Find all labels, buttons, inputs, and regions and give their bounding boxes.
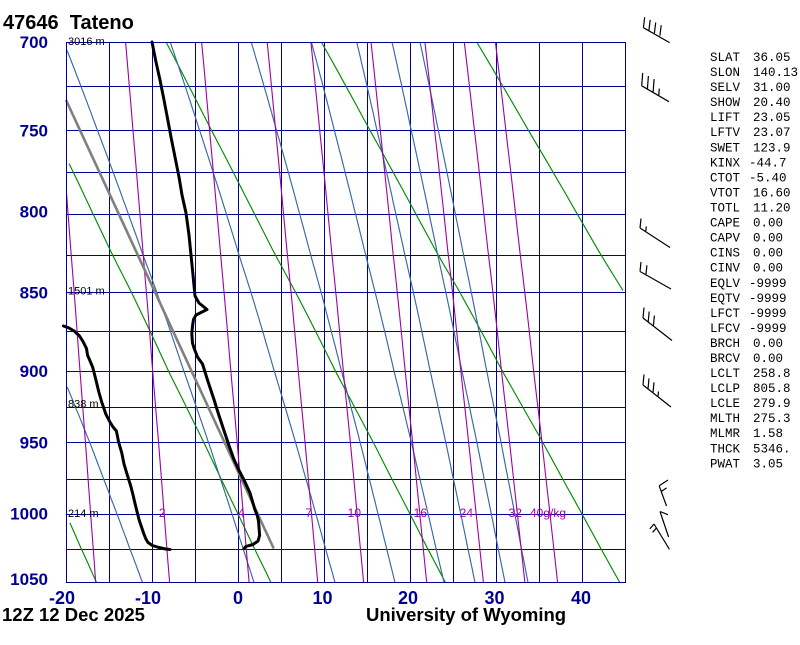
svg-text:SLAT: SLAT xyxy=(710,51,741,65)
svg-text:1000: 1000 xyxy=(10,505,48,524)
svg-text:750: 750 xyxy=(20,122,48,141)
svg-text:12Z 12 Dec 2025: 12Z 12 Dec 2025 xyxy=(2,604,145,625)
svg-text:BRCV: BRCV xyxy=(710,352,741,366)
svg-text:279.9: 279.9 xyxy=(753,397,791,411)
svg-text:123.9: 123.9 xyxy=(753,141,791,155)
svg-text:850: 850 xyxy=(20,284,48,303)
svg-text:LCLE: LCLE xyxy=(710,397,740,411)
svg-text:VTOT: VTOT xyxy=(710,187,741,201)
svg-text:23.07: 23.07 xyxy=(753,126,791,140)
svg-text:1.58: 1.58 xyxy=(753,427,783,441)
svg-text:0.00: 0.00 xyxy=(753,217,783,231)
svg-text:47646 Tateno: 47646 Tateno xyxy=(3,12,134,34)
svg-text:30: 30 xyxy=(484,588,504,608)
svg-text:MLMR: MLMR xyxy=(710,427,741,441)
svg-text:0.00: 0.00 xyxy=(753,262,783,276)
svg-text:23.05: 23.05 xyxy=(753,111,791,125)
svg-text:KINX: KINX xyxy=(710,156,741,170)
svg-text:SHOW: SHOW xyxy=(710,96,741,110)
svg-text:University of Wyoming: University of Wyoming xyxy=(366,604,566,625)
svg-text:-44.7: -44.7 xyxy=(749,156,787,170)
svg-text:20.40: 20.40 xyxy=(753,96,791,110)
svg-text:40: 40 xyxy=(571,588,591,608)
svg-text:20: 20 xyxy=(398,588,418,608)
svg-text:LIFT: LIFT xyxy=(710,111,741,125)
svg-text:THCK: THCK xyxy=(710,442,741,456)
svg-text:LFTV: LFTV xyxy=(710,126,741,140)
svg-text:10: 10 xyxy=(312,588,332,608)
svg-text:32: 32 xyxy=(509,506,523,520)
svg-text:0.00: 0.00 xyxy=(753,337,783,351)
svg-text:2: 2 xyxy=(159,506,166,520)
svg-text:24: 24 xyxy=(460,506,474,520)
svg-text:700: 700 xyxy=(20,33,48,52)
svg-text:140.13: 140.13 xyxy=(753,66,798,80)
svg-text:11.20: 11.20 xyxy=(753,202,791,216)
svg-text:275.3: 275.3 xyxy=(753,412,791,426)
svg-text:SELV: SELV xyxy=(710,81,741,95)
svg-text:0.00: 0.00 xyxy=(753,247,783,261)
svg-text:CAPE: CAPE xyxy=(710,217,740,231)
svg-text:5346.: 5346. xyxy=(753,442,791,456)
svg-text:10: 10 xyxy=(348,506,362,520)
svg-text:838 m: 838 m xyxy=(68,399,99,411)
svg-text:BRCH: BRCH xyxy=(710,337,740,351)
svg-text:LFCV: LFCV xyxy=(710,322,741,336)
svg-text:7: 7 xyxy=(305,506,312,520)
svg-text:900: 900 xyxy=(20,362,48,381)
svg-text:CAPV: CAPV xyxy=(710,232,741,246)
svg-text:4: 4 xyxy=(238,506,245,520)
svg-text:CTOT: CTOT xyxy=(710,171,741,185)
svg-text:3016 m: 3016 m xyxy=(68,36,105,48)
svg-text:MLTH: MLTH xyxy=(710,412,740,426)
svg-text:16: 16 xyxy=(414,506,428,520)
svg-text:-10: -10 xyxy=(135,588,161,608)
svg-text:0: 0 xyxy=(233,588,243,608)
svg-text:800: 800 xyxy=(20,203,48,222)
svg-text:0.00: 0.00 xyxy=(753,232,783,246)
svg-text:LCLT: LCLT xyxy=(710,367,741,381)
svg-text:1050: 1050 xyxy=(10,570,48,589)
svg-text:-9999: -9999 xyxy=(749,307,787,321)
svg-text:PWAT: PWAT xyxy=(710,457,741,471)
svg-text:16.60: 16.60 xyxy=(753,187,791,201)
svg-text:CINV: CINV xyxy=(710,262,741,276)
svg-text:31.00: 31.00 xyxy=(753,81,791,95)
svg-text:-5.40: -5.40 xyxy=(749,171,787,185)
svg-text:214 m: 214 m xyxy=(68,508,99,520)
svg-text:36.05: 36.05 xyxy=(753,51,791,65)
svg-text:EQLV: EQLV xyxy=(710,277,741,291)
svg-text:EQTV: EQTV xyxy=(710,292,741,306)
svg-text:805.8: 805.8 xyxy=(753,382,791,396)
svg-text:258.8: 258.8 xyxy=(753,367,791,381)
svg-text:-20: -20 xyxy=(49,588,75,608)
svg-text:LCLP: LCLP xyxy=(710,382,740,396)
svg-text:0.00: 0.00 xyxy=(753,352,783,366)
svg-text:SWET: SWET xyxy=(710,141,741,155)
svg-text:CINS: CINS xyxy=(710,247,740,261)
svg-text:-9999: -9999 xyxy=(749,277,787,291)
svg-text:TOTL: TOTL xyxy=(710,202,740,216)
svg-text:3.05: 3.05 xyxy=(753,457,783,471)
svg-text:1501 m: 1501 m xyxy=(68,286,105,298)
svg-text:SLON: SLON xyxy=(710,66,740,80)
svg-text:-9999: -9999 xyxy=(749,322,787,336)
svg-text:-9999: -9999 xyxy=(749,292,787,306)
svg-text:950: 950 xyxy=(20,434,48,453)
svg-text:40g/kg: 40g/kg xyxy=(530,506,566,520)
svg-text:LFCT: LFCT xyxy=(710,307,741,321)
